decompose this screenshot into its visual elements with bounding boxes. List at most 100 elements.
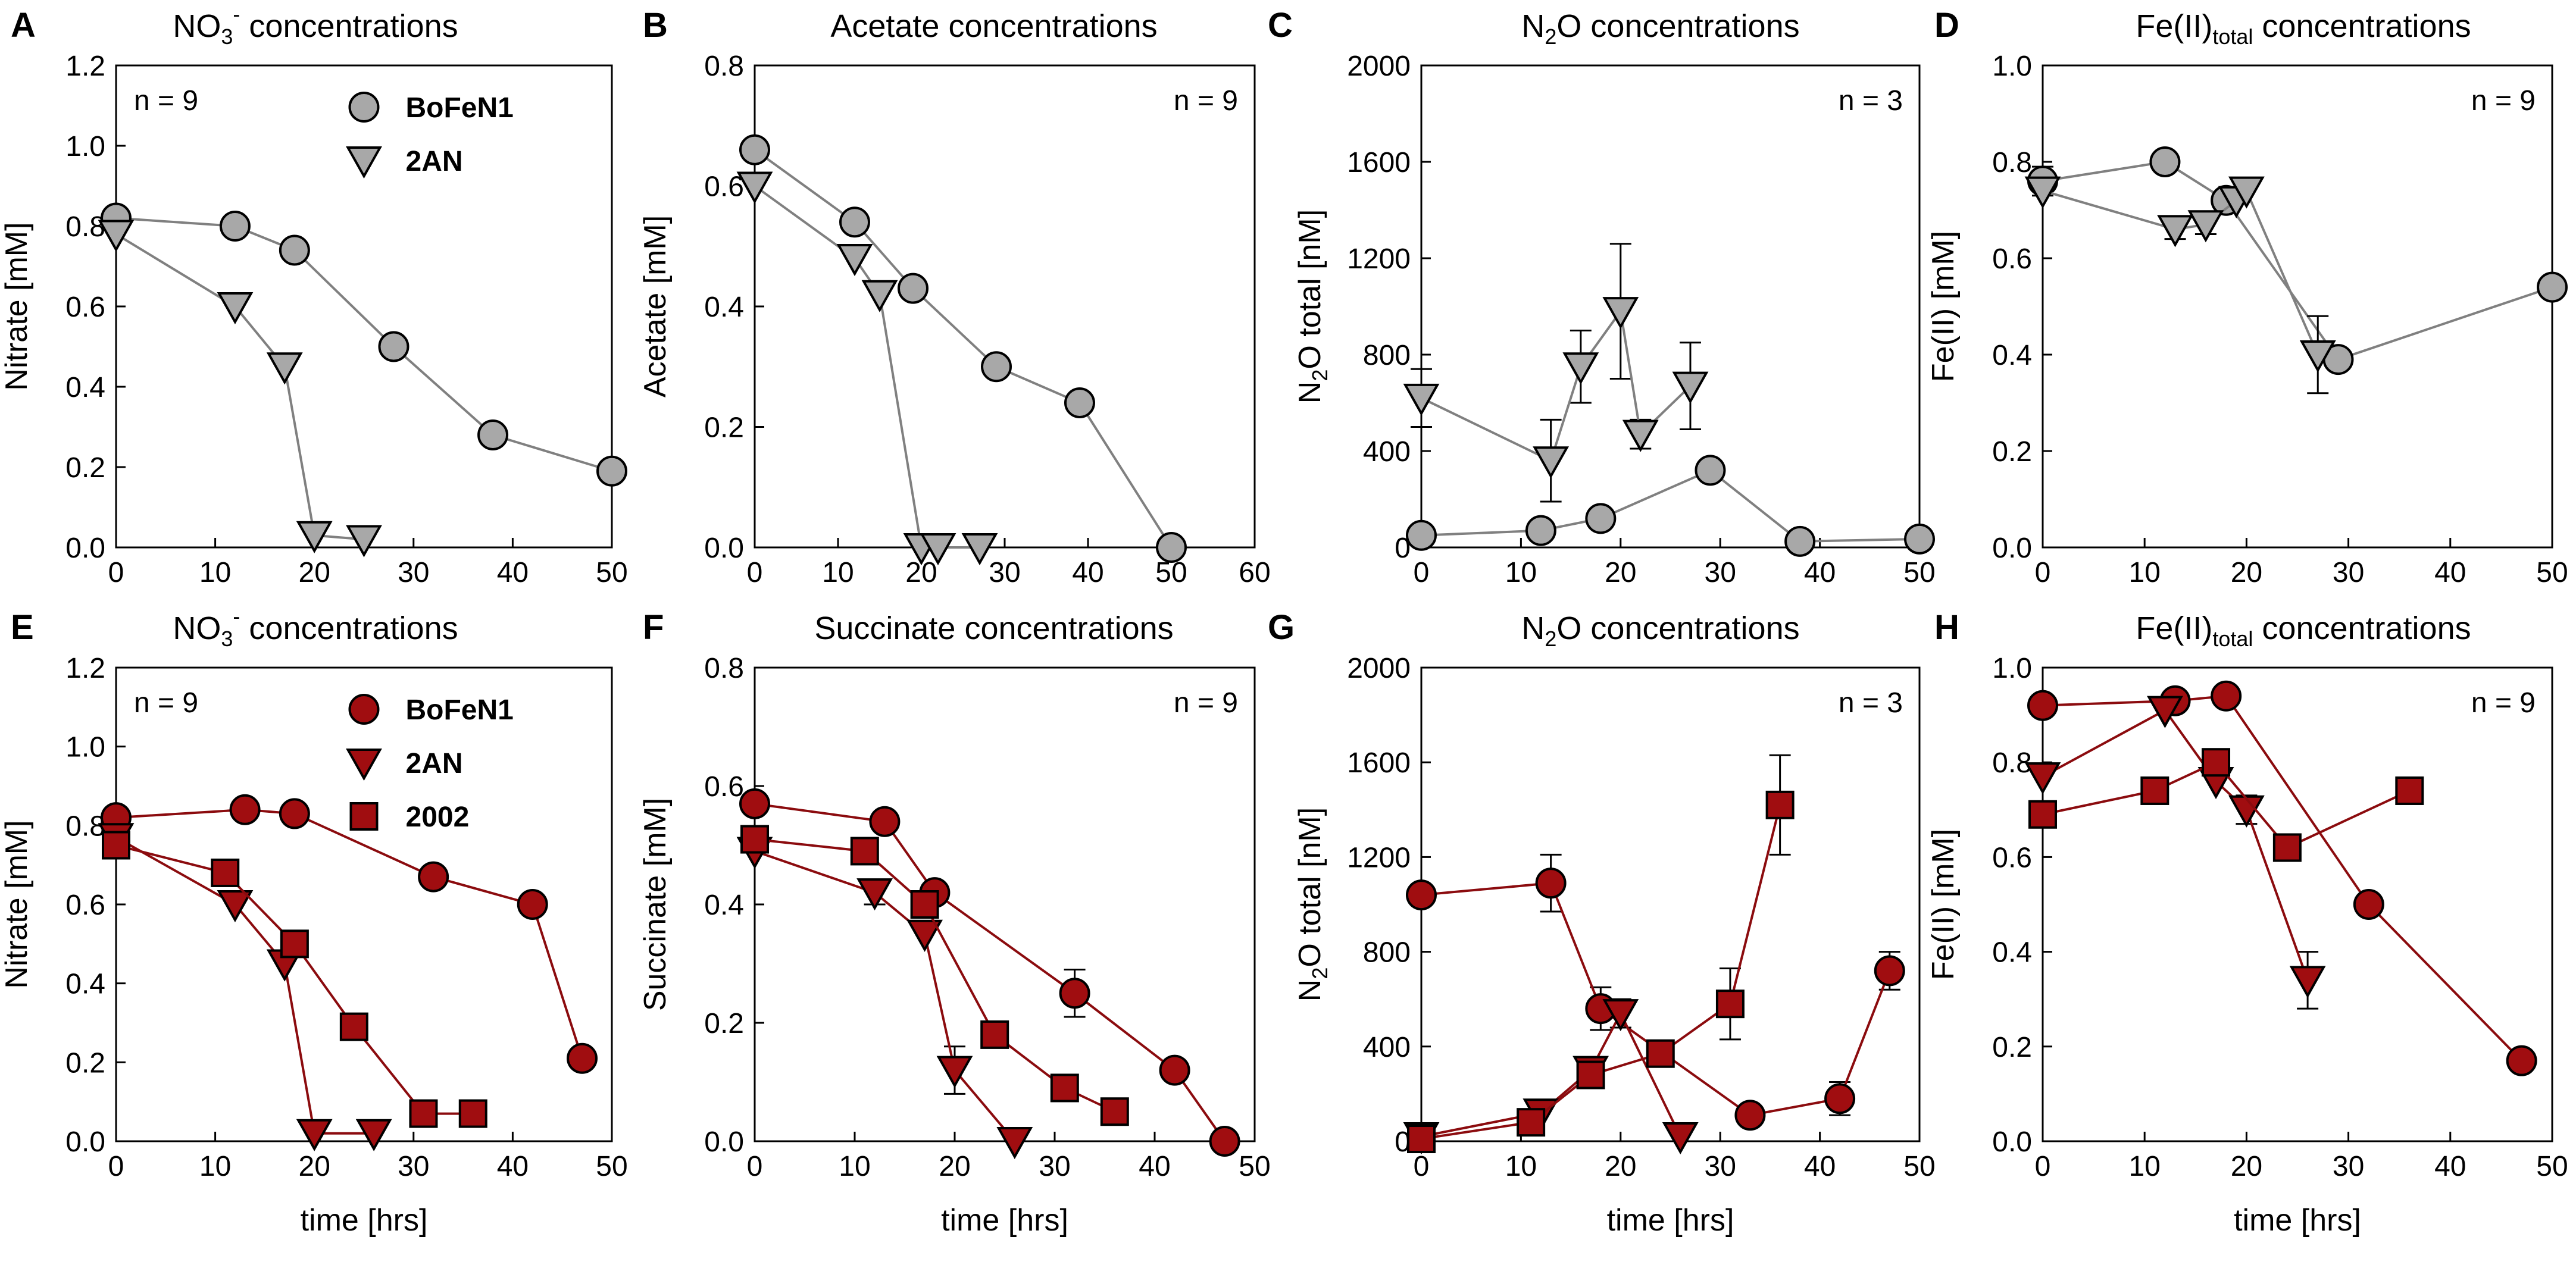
data-point-triangle [996,1127,1033,1160]
data-point-square [102,831,130,860]
data-point-circle [1904,523,1935,555]
x-tick-label: 20 [299,1151,330,1182]
data-point-triangle [217,890,254,923]
x-tick-label: 40 [1072,557,1103,588]
series-2an [736,837,1033,1160]
data-point-circle [2537,271,2568,303]
data-point-circle [219,211,251,242]
series-line [1421,308,1692,463]
y-tick-label: 0.8 [1992,147,2032,179]
x-tick-label: 20 [939,1151,970,1182]
data-point-triangle [98,220,135,252]
x-tick-label: 0 [108,557,124,588]
y-tick-label: 0.6 [704,771,744,803]
y-axis-label: N2O total [nM] [1293,807,1332,1001]
data-point-square [850,837,879,866]
data-point-circle [2149,146,2181,177]
panel-title: Acetate concentrations [830,8,1157,44]
y-tick-label: 1.0 [1992,653,2032,684]
plot-frame [2042,64,2553,549]
data-point-circle [279,234,310,266]
y-tick-label: 1.0 [65,732,105,763]
x-tick-label: 20 [1605,557,1636,588]
data-point-circle [1406,519,1437,551]
data-point-triangle [920,533,956,566]
plot-frame [1420,666,1921,1142]
data-point-circle [1059,978,1090,1009]
data-point-circle [739,788,770,819]
data-point-square [1517,1108,1546,1137]
y-label-text: Acetate [mM] [638,215,673,397]
data-point-triangle [2024,762,2061,795]
panel-letter: G [1268,608,1295,647]
y-tick-label: 0.4 [704,292,744,323]
data-point-triangle [1403,383,1440,416]
data-point-circle [1156,532,1187,563]
title-main: N [1521,8,1545,44]
data-point-triangle [355,1119,392,1151]
y-label-rest: O total [nM] [1293,209,1327,370]
legend-label: 2AN [406,748,463,779]
x-axis-label: time [hrs] [941,1203,1068,1238]
y-tick-label: 0.6 [65,890,105,921]
y-label-text: Fe(II) [mM] [1926,829,1961,980]
data-point-circle [1874,955,1905,987]
y-tick-label: 0.4 [65,372,105,403]
title-rest: concentrations [240,610,458,646]
panel-title: Succinate concentrations [814,610,1173,646]
panel-letter: F [643,608,664,647]
data-point-circle [378,331,409,362]
data-point-triangle [266,352,303,385]
data-point-square [1407,1125,1436,1154]
x-tick-label: 10 [839,1151,870,1182]
data-point-circle [1585,503,1617,534]
series-line [115,808,583,1059]
data-point-circle [1525,515,1556,546]
data-point-triangle [296,1119,333,1151]
y-tick-label: 0.2 [704,1008,744,1039]
x-tick-label: 10 [199,1151,231,1182]
y-tick-label: 0.2 [1992,436,2032,468]
y-tick-label: 1.2 [65,653,105,684]
series-bofen1 [739,788,1240,1157]
y-tick-label: 0.6 [1992,243,2032,275]
panel-title: Fe(II)total concentrations [2136,8,2471,49]
title-rest: concentrations [2253,8,2471,44]
plot-frame [1420,64,1921,549]
series-2002 [740,825,1129,1126]
x-tick-label: 10 [1505,557,1537,588]
x-tick-label: 30 [989,557,1020,588]
y-axis-label: Fe(II) [mM] [1926,829,1961,980]
x-tick-label: 50 [596,557,627,588]
x-tick-label: 0 [2035,557,2051,588]
title-rest: concentrations [240,8,458,44]
data-point-circle [2353,889,2384,920]
y-label-main: N [1293,381,1327,404]
panel-h: H Fe(II)total concentrations 0 10 20 30 40 50 0.… [1926,608,2568,1238]
n-label: n = 9 [1174,85,1238,117]
y-tick-label: 0.4 [65,969,105,1000]
legend-label: 2AN [406,146,463,177]
legend-marker [348,694,380,725]
panel-letter: D [1934,6,1959,45]
data-point-square [409,1099,438,1128]
y-tick-label: 0.2 [65,1047,105,1079]
data-point-square [2395,776,2424,805]
data-point-square [2028,800,2057,829]
series-line [754,802,1226,1142]
y-label-rest: O total [nM] [1293,807,1327,967]
x-tick-label: 50 [1903,557,1935,588]
y-axis-label: Nitrate [mM] [0,222,34,390]
data-point-triangle [836,244,873,277]
x-tick-label: 30 [398,1151,429,1182]
series-bofen1 [1406,853,1905,1131]
data-point-circle [1784,525,1816,557]
data-point-circle [981,351,1012,383]
y-tick-label: 0.6 [704,171,744,203]
legend-marker [346,749,382,781]
data-point-circle [869,806,901,837]
data-point-circle [1209,1126,1240,1157]
data-point-circle [898,273,929,304]
x-tick-label: 60 [1239,557,1270,588]
